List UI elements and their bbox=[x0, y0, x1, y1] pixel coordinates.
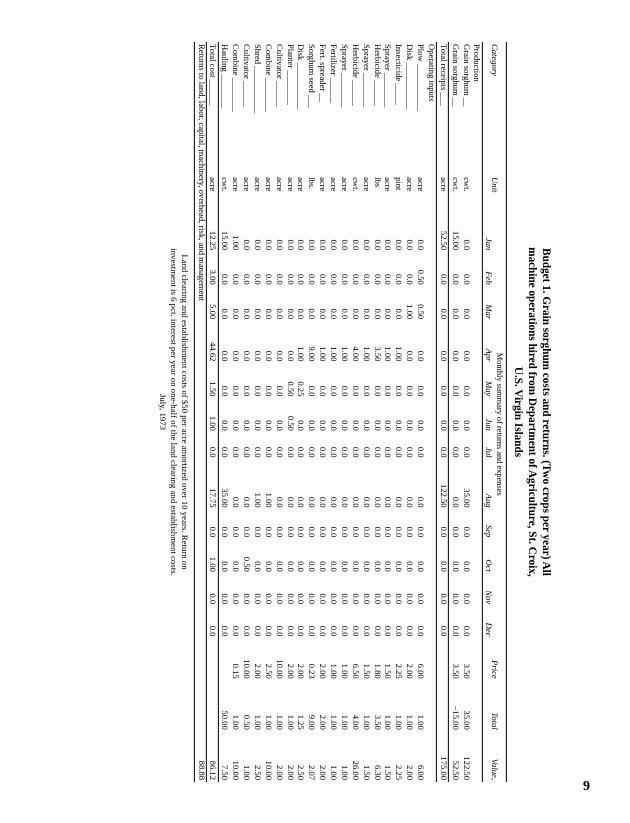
table-row: Cultivator ______acre0.00.00.00.00.00.00… bbox=[240, 42, 251, 782]
table-row: Fert. spreader __acre0.00.00.01.000.00.0… bbox=[316, 42, 327, 782]
table-row: Disk ___________acre0.00.00.01.000.250.0… bbox=[294, 42, 305, 782]
col-month: Sep bbox=[482, 509, 493, 539]
table-row: Total receipts ___acre52.500.00.00.00.00… bbox=[436, 42, 448, 782]
col-month: Aug bbox=[482, 459, 493, 509]
table-row: Sprayer ________acre0.00.00.01.000.00.00… bbox=[338, 42, 349, 782]
col-month: Oct bbox=[482, 539, 493, 573]
footnote-line-1: Land clearing and establishment costs of… bbox=[180, 254, 190, 569]
table-row: Planter ________acre0.00.00.00.00.500.50… bbox=[284, 42, 295, 782]
table-row: Combine ________acre1.000.00.00.00.00.00… bbox=[229, 42, 240, 782]
returns-row: Returns to land, labor, capital, machine… bbox=[194, 42, 206, 782]
col-month: Mar bbox=[482, 286, 493, 320]
col-value: Value, bbox=[482, 731, 506, 781]
col-month: Apr bbox=[482, 321, 493, 363]
table-row: Disk ___________acre0.00.01.000.00.00.00… bbox=[403, 42, 414, 782]
table-row: Plow ___________acre0.00.500.500.00.00.0… bbox=[414, 42, 425, 782]
title-line-1: Budget 1. Grain sorghum costs and return… bbox=[539, 248, 551, 576]
table-row: Sprayer ________acre0.00.00.01.000.00.00… bbox=[360, 42, 371, 782]
table-row: Grain sorghum __cwt.0.00.00.00.00.00.00.… bbox=[460, 42, 471, 782]
col-month: Jan bbox=[482, 209, 493, 251]
subhead: Monthly summary of returns and expenses bbox=[493, 209, 506, 637]
title-line-2: machine operations hired from Department… bbox=[525, 247, 537, 576]
col-month: Dec bbox=[482, 606, 493, 638]
budget-table: Category Unit Monthly summary of returns… bbox=[194, 42, 507, 782]
table-row: Herbicide ______cwt.0.00.00.04.000.00.00… bbox=[349, 42, 360, 782]
table-row: Combine ________acre0.00.00.00.00.00.00.… bbox=[262, 42, 273, 782]
table-row: Insecticide _____pint0.00.00.01.000.00.0… bbox=[392, 42, 403, 782]
footnote-line-2: investment is 6 pct. interest per year o… bbox=[169, 248, 179, 576]
col-month: May bbox=[482, 363, 493, 398]
footnote-line-3: July, 1973 bbox=[158, 393, 168, 429]
section-header: Production bbox=[470, 42, 481, 782]
col-price: Price bbox=[482, 638, 506, 680]
table-row: Hauling ________cwt.15.000.00.00.00.00.0… bbox=[218, 42, 229, 782]
page-number: 9 bbox=[583, 779, 590, 795]
col-month: Nov bbox=[482, 573, 493, 605]
title-line-3: U.S. Virgin Islands bbox=[511, 366, 523, 456]
col-unit: Unit bbox=[482, 175, 506, 210]
col-category: Category bbox=[482, 42, 506, 175]
table-row: Total cost ______acre12.253.005.0044.621… bbox=[206, 42, 218, 782]
table-row: Sprayer ________acre0.00.00.01.000.00.00… bbox=[381, 42, 392, 782]
table-row: Shred ___________acre0.00.00.00.00.00.00… bbox=[251, 42, 262, 782]
table-row: Grain sorghum __cwt.15.000.00.00.00.00.0… bbox=[448, 42, 459, 782]
col-month: Jun bbox=[482, 398, 493, 432]
section-header: Operating inputs bbox=[425, 42, 436, 782]
table-row: Fertilizer ______acre0.00.00.01.000.00.0… bbox=[327, 42, 338, 782]
table-row: Herbicide ______lbs0.00.00.03.500.00.00.… bbox=[371, 42, 382, 782]
table-row: Sorghum seed ___lbs.0.00.00.09.000.00.00… bbox=[305, 42, 316, 782]
col-month: Jul bbox=[482, 432, 493, 459]
table-row: Cultivator ______acre0.00.00.00.00.00.00… bbox=[273, 42, 284, 782]
col-total: Total bbox=[482, 680, 506, 731]
col-month: Feb bbox=[482, 252, 493, 286]
